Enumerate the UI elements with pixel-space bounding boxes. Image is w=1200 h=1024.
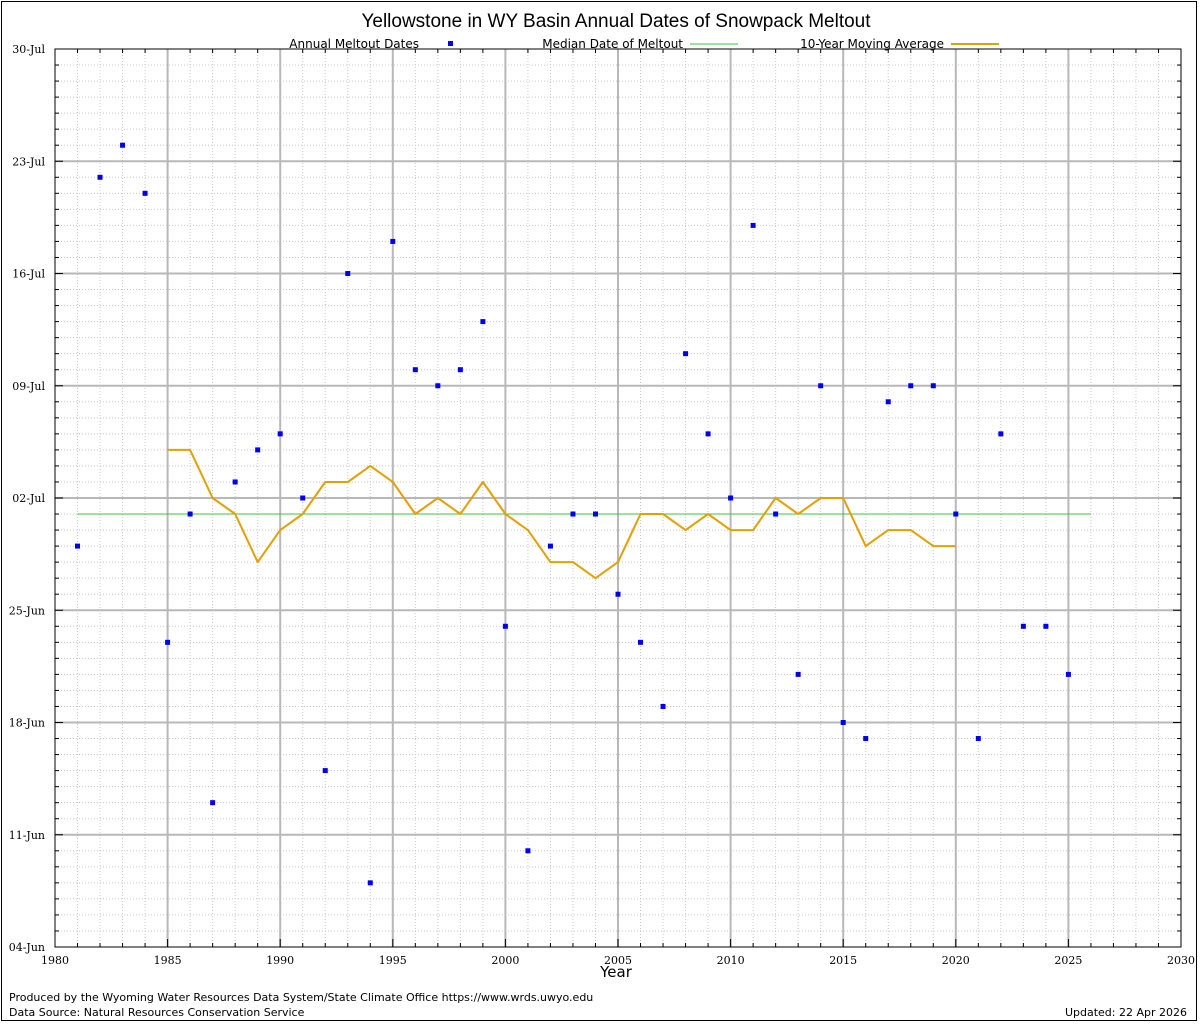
y-tick-labels: 04-Jun 11-Jun 18-Jun 25-Jun 02-Jul 09-Jul 16-J… [9, 43, 46, 954]
y-tick-label: 09-Jul [12, 380, 45, 393]
meltout-point [547, 543, 553, 549]
meltout-point [232, 479, 238, 485]
legend-label-median: Median Date of Meltout [542, 37, 683, 51]
meltout-point [885, 399, 891, 405]
moving-average-series [167, 448, 956, 580]
x-tick-label: 2030 [1167, 954, 1195, 967]
y-tick-label: 11-Jun [9, 829, 45, 842]
meltout-point [165, 639, 171, 645]
meltout-point [750, 222, 756, 228]
meltout-point [863, 736, 869, 742]
meltout-point [435, 383, 441, 389]
meltout-point [795, 671, 801, 677]
x-tick-label: 1980 [41, 954, 69, 967]
x-tick-label: 2000 [491, 954, 519, 967]
x-tick-label: 1985 [154, 954, 182, 967]
meltout-point [592, 511, 598, 517]
meltout-point [457, 367, 463, 373]
legend-label-points: Annual Meltout Dates [289, 37, 419, 51]
meltout-point [953, 511, 959, 517]
footer-produced-by: Produced by the Wyoming Water Resources … [9, 991, 594, 1004]
meltout-point [525, 848, 531, 854]
meltout-point [277, 431, 283, 437]
tick-marks [54, 48, 1182, 948]
meltout-point [705, 431, 711, 437]
meltout-point [1043, 623, 1049, 629]
y-tick-label: 04-Jun [9, 941, 45, 954]
meltout-points-series [75, 142, 1071, 886]
meltout-point [390, 238, 396, 244]
x-tick-labels: 1980 1985 1990 1995 2000 2005 2010 2015 2020 2025… [41, 954, 1195, 967]
x-axis-label: Year [599, 963, 633, 981]
meltout-point [412, 367, 418, 373]
x-tick-label: 1990 [266, 954, 294, 967]
meltout-point [1020, 623, 1026, 629]
meltout-point [908, 383, 914, 389]
y-tick-label: 23-Jul [12, 155, 45, 168]
x-tick-label: 2015 [829, 954, 857, 967]
legend-swatch-points [448, 41, 453, 46]
meltout-point [773, 511, 779, 517]
meltout-point [75, 543, 81, 549]
meltout-point [210, 800, 216, 806]
meltout-point [998, 431, 1004, 437]
meltout-point [480, 319, 486, 325]
legend-label-average: 10-Year Moving Average [800, 37, 944, 51]
meltout-point [638, 639, 644, 645]
meltout-point [97, 174, 103, 180]
y-tick-label: 02-Jul [12, 492, 45, 505]
y-tick-label: 18-Jun [9, 717, 45, 730]
meltout-point [187, 511, 193, 517]
chart-title: Yellowstone in WY Basin Annual Dates of … [361, 11, 871, 32]
meltout-point [255, 447, 261, 453]
meltout-point [322, 768, 328, 774]
meltout-point [975, 736, 981, 742]
meltout-point [615, 591, 621, 597]
meltout-point [683, 351, 689, 357]
x-tick-label: 2025 [1054, 954, 1082, 967]
moving-average-line [167, 448, 956, 580]
legend: Annual Meltout Dates Median Date of Melt… [289, 37, 999, 51]
major-grid [55, 49, 1181, 947]
meltout-point [728, 495, 734, 501]
meltout-point [142, 190, 148, 196]
meltout-point [930, 383, 936, 389]
meltout-point [818, 383, 824, 389]
meltout-point [502, 623, 508, 629]
meltout-point [300, 495, 306, 501]
x-tick-label: 2020 [942, 954, 970, 967]
meltout-point [120, 142, 126, 148]
x-tick-label: 2010 [717, 954, 745, 967]
x-tick-label: 2005 [604, 954, 632, 967]
x-tick-label: 1995 [379, 954, 407, 967]
y-tick-label: 16-Jul [12, 268, 45, 281]
meltout-point [1065, 671, 1071, 677]
meltout-point [660, 703, 666, 709]
meltout-point [570, 511, 576, 517]
meltout-point [367, 880, 373, 886]
meltout-point [345, 271, 351, 276]
y-tick-label: 30-Jul [12, 43, 45, 56]
footer-updated: Updated: 22 Apr 2026 [1064, 1006, 1187, 1019]
y-tick-label: 25-Jun [9, 604, 45, 617]
footer-data-source: Data Source: Natural Resources Conservat… [9, 1006, 305, 1019]
meltout-point [840, 720, 846, 725]
